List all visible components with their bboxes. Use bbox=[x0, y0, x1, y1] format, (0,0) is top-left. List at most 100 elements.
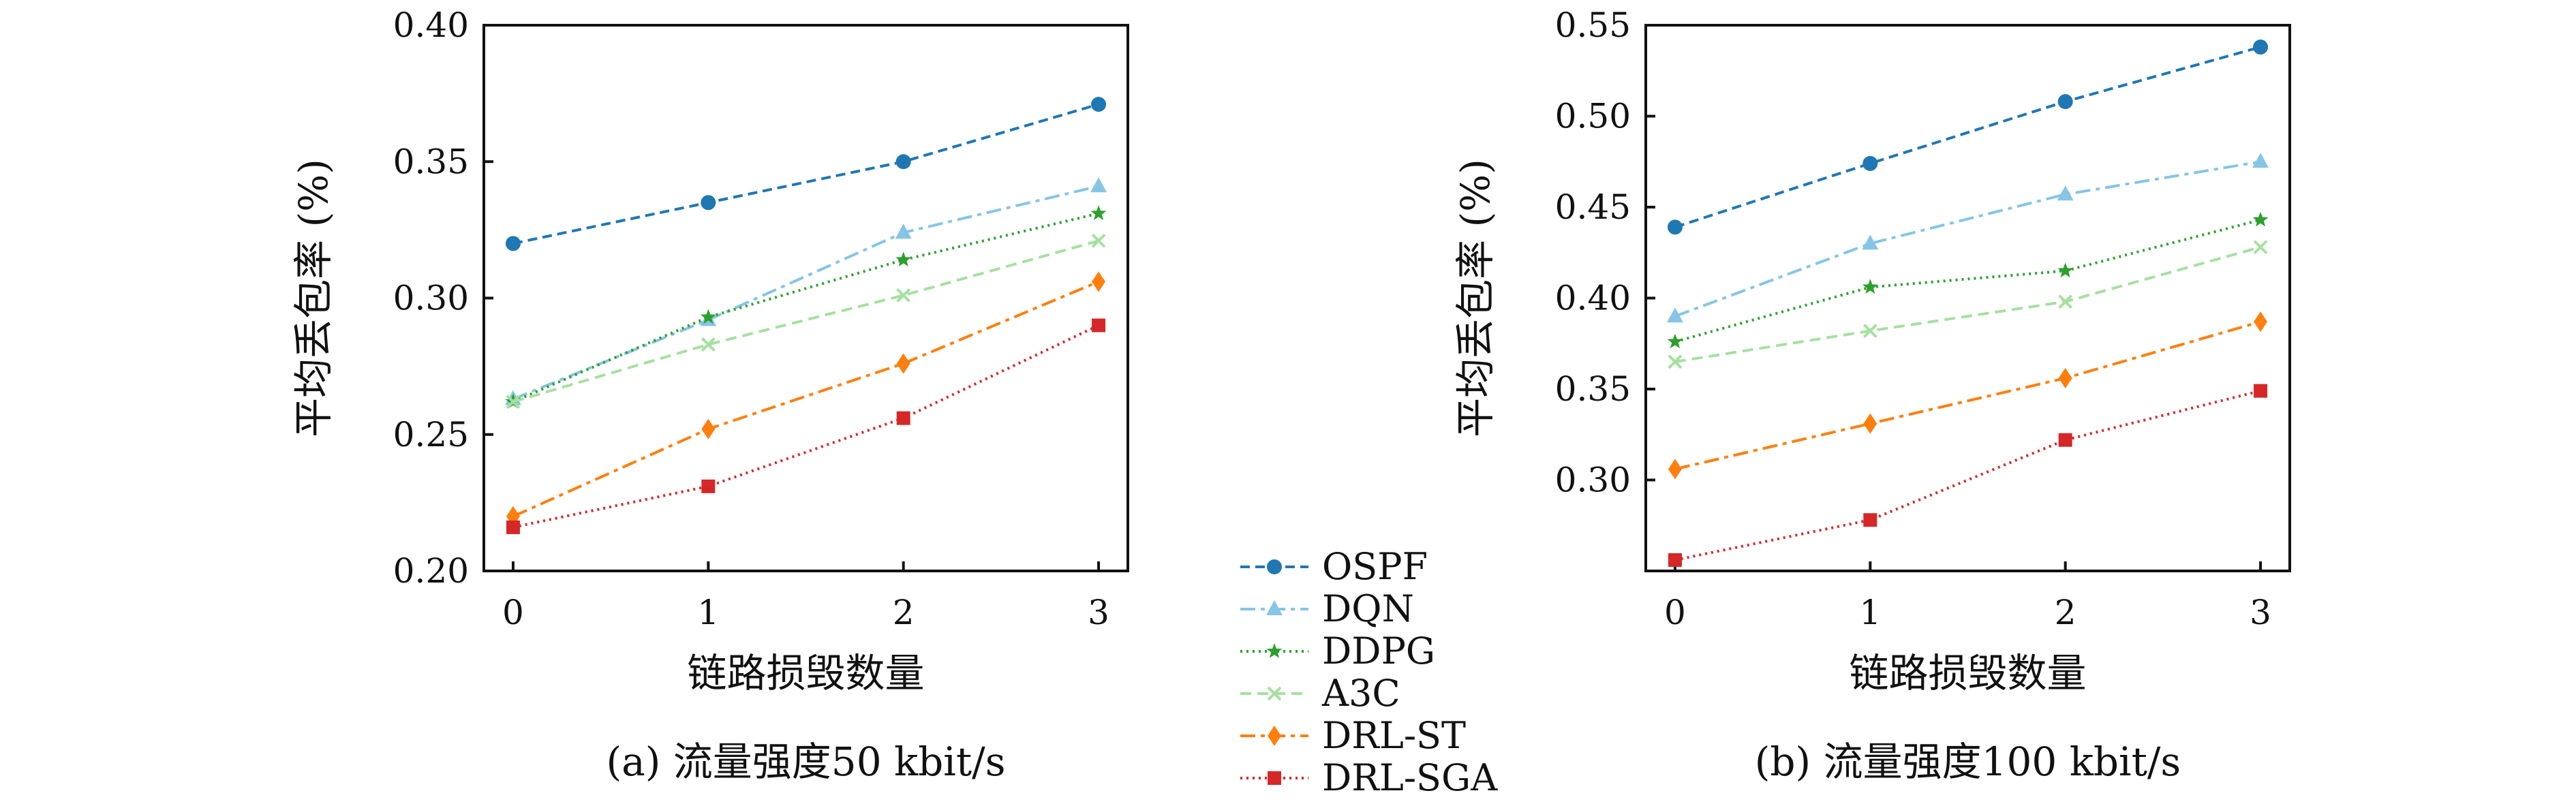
data-point bbox=[2058, 367, 2072, 388]
data-point bbox=[896, 288, 911, 303]
series-a3c bbox=[1668, 240, 2268, 369]
data-point bbox=[2252, 153, 2269, 168]
data-point bbox=[1863, 513, 1877, 527]
series-ospf bbox=[1667, 40, 2269, 235]
chart-b: 0.30 0.35 0.40 0.45 0.50 0.55 0 1 2 3 链路损毁数量 平均丢包率 … bbox=[1452, 5, 2291, 785]
legend-label: OSPF bbox=[1322, 545, 1428, 588]
series-line bbox=[512, 212, 1099, 403]
series-drl-sga bbox=[1668, 384, 2268, 567]
data-point bbox=[2057, 262, 2074, 278]
legend-item-a3c: A3C bbox=[1240, 672, 1400, 715]
data-point bbox=[1668, 553, 1682, 567]
y-axis-label: 平均丢包率 (%) bbox=[290, 159, 337, 437]
series-drl-st bbox=[1668, 311, 2268, 480]
series-line bbox=[512, 185, 1099, 401]
x-tick-label: 3 bbox=[1088, 593, 1109, 632]
data-point bbox=[895, 154, 911, 170]
y-tick-label: 0.40 bbox=[393, 5, 469, 45]
data-point bbox=[896, 353, 910, 374]
data-point bbox=[1667, 333, 1683, 349]
series-ddpg bbox=[1667, 211, 2269, 349]
series-line bbox=[1674, 245, 2261, 363]
legend-label: DRL-SGA bbox=[1322, 756, 1498, 799]
data-point bbox=[1092, 318, 1106, 332]
data-point bbox=[1091, 97, 1107, 112]
y-tick-label: 0.35 bbox=[393, 142, 469, 181]
x-tick-label: 2 bbox=[2055, 593, 2076, 632]
data-point bbox=[1668, 459, 1682, 480]
series-dqn bbox=[504, 177, 1107, 405]
data-point bbox=[2057, 94, 2073, 110]
data-point bbox=[1862, 234, 1879, 250]
data-point bbox=[2057, 185, 2074, 201]
x-tick-label: 2 bbox=[893, 593, 915, 632]
legend-marker bbox=[1268, 771, 1281, 785]
series-a3c bbox=[506, 233, 1106, 409]
x-axis-label: 链路损毁数量 bbox=[1849, 650, 2086, 696]
y-tick-label: 0.25 bbox=[393, 415, 469, 454]
series-drl-sga bbox=[506, 318, 1106, 534]
legend-item-drl-st: DRL-ST bbox=[1240, 714, 1466, 757]
data-point bbox=[2058, 433, 2072, 447]
data-point bbox=[505, 236, 521, 251]
plot-frame bbox=[482, 24, 1129, 572]
legend-marker bbox=[1266, 643, 1283, 658]
data-point bbox=[1666, 307, 1683, 323]
legend-label: DRL-ST bbox=[1322, 714, 1466, 757]
data-point bbox=[701, 337, 716, 352]
data-point bbox=[2058, 294, 2073, 309]
data-point bbox=[1862, 324, 1877, 338]
x-tick-label: 1 bbox=[1859, 593, 1881, 632]
x-tick-label: 3 bbox=[2250, 593, 2271, 632]
x-axis-label: 链路损毁数量 bbox=[687, 650, 924, 696]
x-tick-label: 1 bbox=[697, 593, 719, 632]
series-line bbox=[512, 239, 1099, 403]
data-point bbox=[701, 418, 716, 439]
data-point bbox=[1667, 219, 1683, 235]
data-point bbox=[895, 223, 912, 239]
series-dqn bbox=[1666, 153, 2269, 323]
y-tick-label: 0.35 bbox=[1555, 369, 1631, 409]
data-point bbox=[1863, 413, 1877, 434]
data-point bbox=[896, 411, 910, 425]
data-point bbox=[1091, 233, 1106, 248]
y-tick-label: 0.30 bbox=[393, 279, 469, 318]
data-point bbox=[1862, 155, 1878, 171]
data-point bbox=[1862, 279, 1878, 294]
legend-marker bbox=[1267, 686, 1282, 701]
series-line bbox=[1674, 320, 2261, 471]
data-point bbox=[2253, 40, 2269, 55]
data-point bbox=[2254, 311, 2268, 332]
x-tick-label: 0 bbox=[502, 593, 524, 632]
legend-item-drl-sga: DRL-SGA bbox=[1240, 756, 1498, 799]
series-line bbox=[512, 103, 1099, 245]
series-line bbox=[1674, 389, 2261, 561]
data-point bbox=[701, 479, 716, 493]
series-line bbox=[512, 280, 1099, 518]
data-point bbox=[2254, 384, 2268, 398]
data-point bbox=[701, 195, 716, 211]
plot-frame bbox=[1644, 24, 2291, 572]
legend-item-ddpg: DDPG bbox=[1240, 630, 1435, 672]
legend-label: A3C bbox=[1321, 672, 1400, 715]
series-line bbox=[1674, 46, 2261, 229]
data-point bbox=[1090, 177, 1107, 193]
y-tick-label: 0.50 bbox=[1555, 97, 1631, 136]
y-axis-label: 平均丢包率 (%) bbox=[1452, 159, 1499, 437]
legend-label: DQN bbox=[1322, 587, 1414, 630]
legend-label: DDPG bbox=[1322, 630, 1435, 672]
chart-a: 0.20 0.25 0.30 0.35 0.40 0 1 2 3 链路损毁数量 平均丢包率 (%) (… bbox=[290, 5, 1129, 785]
data-point bbox=[506, 394, 521, 409]
legend-marker bbox=[1268, 726, 1281, 746]
x-tick-label: 0 bbox=[1664, 593, 1686, 632]
data-point bbox=[1668, 354, 1683, 369]
y-tick-label: 0.45 bbox=[1555, 187, 1631, 227]
series-line bbox=[1674, 160, 2261, 318]
legend-marker bbox=[1267, 559, 1282, 574]
series-drl-st bbox=[506, 271, 1106, 527]
y-tick-label: 0.55 bbox=[1555, 5, 1631, 45]
chart-caption: (a) 流量强度50 kbit/s bbox=[607, 739, 1006, 785]
series-ospf bbox=[505, 97, 1107, 251]
